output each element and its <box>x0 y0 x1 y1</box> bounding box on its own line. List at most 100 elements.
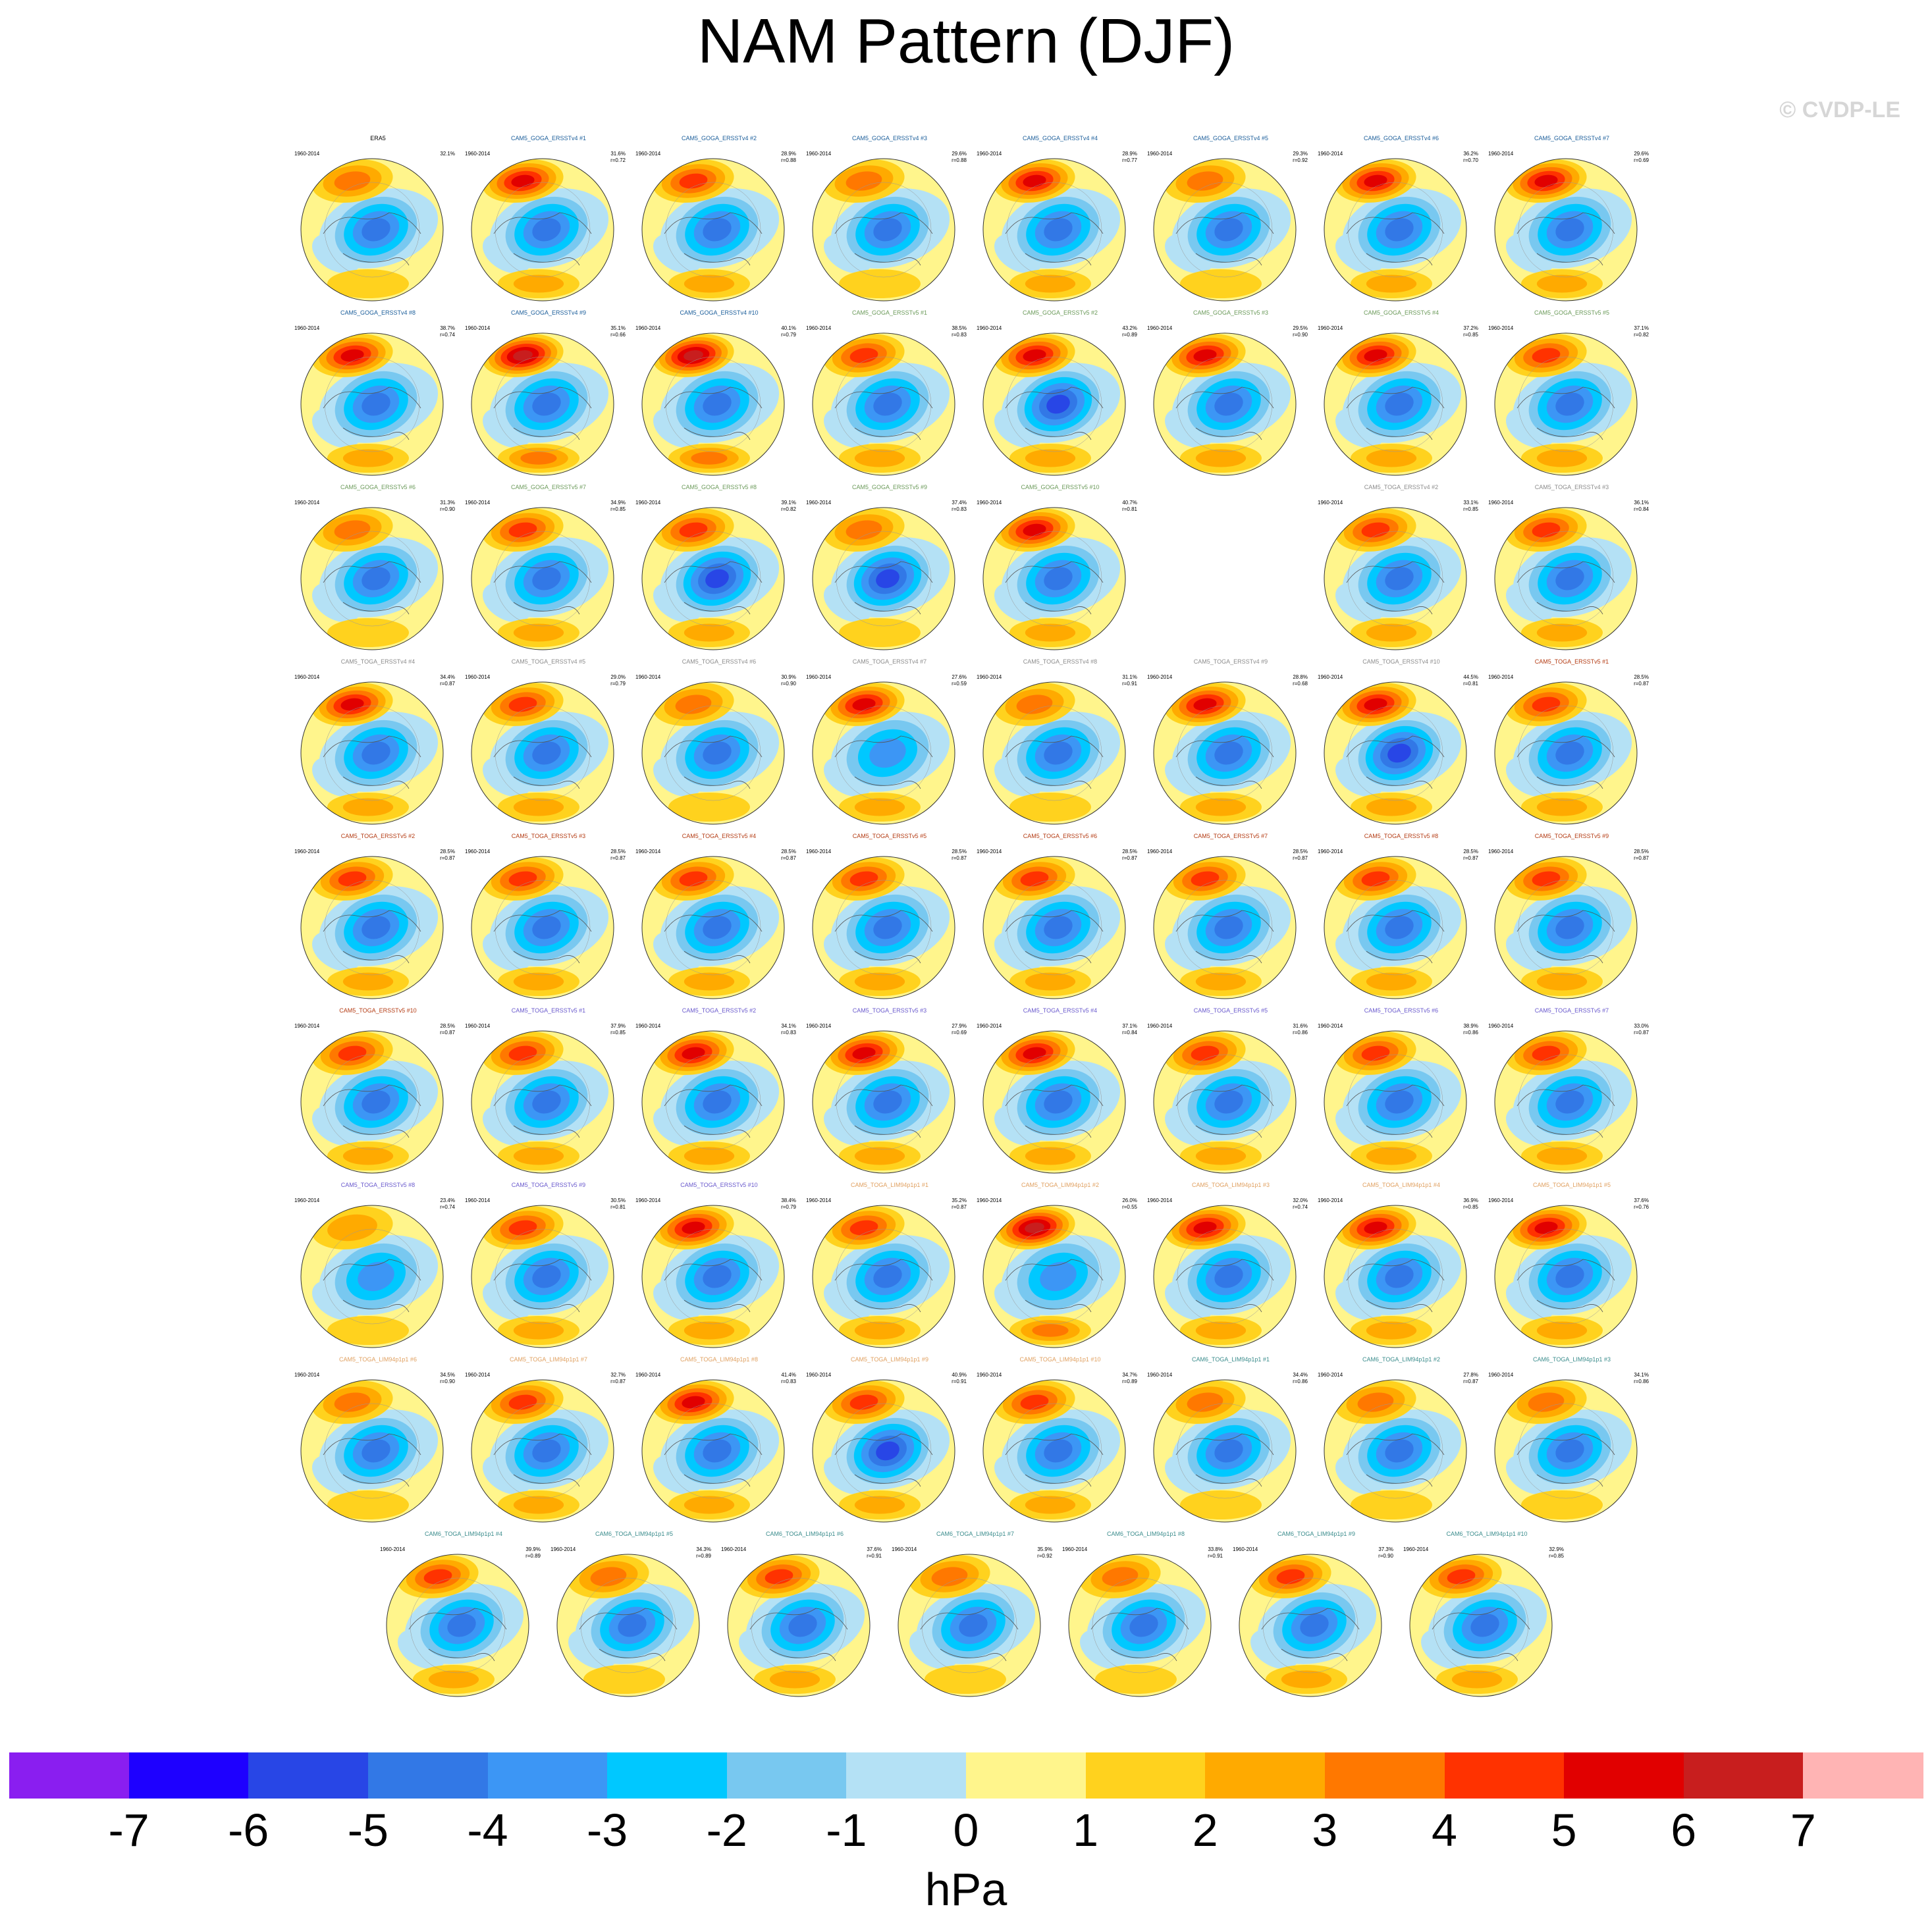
panel-years: 1960-2014 <box>635 849 661 854</box>
atlantic-high <box>1536 275 1588 293</box>
panel-variance: 29.3% <box>1293 151 1308 157</box>
panel-years: 1960-2014 <box>1488 849 1514 854</box>
arctic-low <box>1046 394 1070 414</box>
atlantic-high <box>1366 275 1417 293</box>
latitude-circle <box>324 356 420 452</box>
map-border <box>1494 1379 1638 1523</box>
arctic-low <box>1044 1439 1073 1463</box>
map-panel: CAM5_TOGA_ERSSTv4 #8 1960-2014 31.1% r=0.91 <box>975 658 1145 831</box>
panel-correlation: r=0.74 <box>1293 1204 1308 1210</box>
polar-map <box>1153 332 1297 476</box>
panel-correlation: r=0.90 <box>440 1379 455 1384</box>
coastline <box>323 1259 421 1313</box>
panel-variance: 39.9% <box>525 1546 541 1552</box>
panel-correlation: r=0.85 <box>1549 1553 1564 1559</box>
pacific-high <box>1276 1569 1305 1585</box>
polar-map <box>641 507 785 650</box>
panel-years: 1960-2014 <box>1062 1546 1088 1552</box>
polar-map <box>471 332 614 476</box>
map-border <box>1324 681 1467 825</box>
coastline <box>920 1608 1019 1662</box>
panel-years: 1960-2014 <box>977 1197 1002 1203</box>
map-border <box>1324 158 1467 302</box>
panel-correlation: r=0.88 <box>952 157 967 163</box>
panel-variance: 37.1% <box>1122 1023 1137 1029</box>
atlantic-high <box>1351 1490 1432 1519</box>
panel-years: 1960-2014 <box>1318 1023 1343 1029</box>
polar-map <box>641 1030 785 1174</box>
map-border <box>386 1554 529 1697</box>
panel-variance: 29.6% <box>952 151 967 157</box>
panel-years: 1960-2014 <box>806 1023 832 1029</box>
panel-years: 1960-2014 <box>294 151 320 157</box>
map-panel: CAM5_TOGA_ERSSTv4 #7 1960-2014 27.6% r=0.59 <box>805 658 975 831</box>
atlantic-high <box>839 269 921 298</box>
panel-years: 1960-2014 <box>806 500 832 506</box>
polar-map <box>1068 1554 1212 1697</box>
panel-correlation: r=0.92 <box>1037 1553 1052 1559</box>
panel-correlation: r=0.82 <box>781 506 796 512</box>
panel-years: 1960-2014 <box>806 151 832 157</box>
atlantic-high <box>1025 275 1076 293</box>
latitude-circle <box>836 705 932 801</box>
arctic-low <box>1555 218 1584 242</box>
coastline <box>1005 561 1104 615</box>
latitude-circle <box>495 1054 591 1150</box>
polar-map <box>300 1379 444 1523</box>
panel-title: CAM5_GOGA_ERSSTv4 #1 <box>510 135 587 142</box>
map-panel: CAM5_TOGA_LIM94p1p1 #1 1960-2014 35.2% r=0.… <box>805 1182 975 1354</box>
atlantic-high <box>684 1147 735 1165</box>
colorbar-tick-label: 4 <box>1432 1804 1457 1856</box>
polar-map <box>1153 856 1297 999</box>
polar-map <box>812 158 955 302</box>
colorbar-tick-label: 7 <box>1790 1804 1816 1856</box>
latitude-circle <box>836 531 932 627</box>
map-panel: CAM6_TOGA_LIM94p1p1 #9 1960-2014 37.3% r=0.… <box>1231 1531 1401 1703</box>
coastline <box>664 1084 763 1138</box>
map-panel: CAM5_TOGA_ERSSTv4 #5 1960-2014 29.0% r=0.79 <box>464 658 633 831</box>
panel-years: 1960-2014 <box>806 1372 832 1378</box>
panel-years: 1960-2014 <box>977 325 1002 331</box>
coastline <box>323 561 421 615</box>
map-border <box>300 332 444 476</box>
latitude-circle <box>1177 182 1273 278</box>
atlantic-high <box>1195 798 1247 816</box>
latitude-circle <box>495 182 591 278</box>
pacific-high <box>1187 171 1223 191</box>
panel-correlation: r=0.69 <box>952 1030 967 1036</box>
panel-years: 1960-2014 <box>1488 1023 1514 1029</box>
arctic-low <box>532 916 561 939</box>
polar-map <box>1153 1030 1297 1174</box>
pacific-high <box>1191 1045 1220 1061</box>
panel-title: CAM5_TOGA_ERSSTv5 #9 <box>511 1182 586 1188</box>
panel-years: 1960-2014 <box>1318 1372 1343 1378</box>
coastline <box>493 735 592 789</box>
latitude-circle <box>1518 1054 1614 1150</box>
map-panel: CAM5_GOGA_ERSSTv5 #8 1960-2014 39.1% r=0.82 <box>634 484 804 656</box>
arctic-low <box>532 741 561 765</box>
arctic-low <box>362 218 390 242</box>
panel-variance: 32.0% <box>1293 1197 1308 1203</box>
coastline <box>834 1084 933 1138</box>
polar-map <box>1494 332 1638 476</box>
atlantic-high <box>1009 793 1091 822</box>
polar-map <box>898 1554 1041 1697</box>
panel-variance: 37.9% <box>610 1023 626 1029</box>
panel-variance: 33.8% <box>1208 1546 1223 1552</box>
panel-variance: 33.0% <box>1634 1023 1649 1029</box>
arctic-low <box>703 1265 732 1288</box>
panel-title: CAM5_TOGA_ERSSTv5 #1 <box>1534 658 1609 665</box>
atlantic-high <box>854 1147 905 1165</box>
panel-title: CAM5_TOGA_LIM94p1p1 #3 <box>1192 1182 1270 1188</box>
map-panel: CAM6_TOGA_LIM94p1p1 #10 1960-2014 32.9% r=0… <box>1402 1531 1572 1703</box>
panel-correlation: r=0.88 <box>781 157 796 163</box>
latitude-circle <box>1347 182 1443 278</box>
pacific-high <box>1532 522 1561 538</box>
panel-variance: 32.7% <box>610 1372 626 1378</box>
coastline <box>1516 561 1615 615</box>
arctic-low <box>1385 392 1414 416</box>
atlantic-high <box>327 618 409 647</box>
latitude-circle <box>836 1228 932 1325</box>
panel-title: CAM5_GOGA_ERSSTv4 #2 <box>681 135 757 142</box>
panel-correlation: r=0.87 <box>1293 855 1308 861</box>
